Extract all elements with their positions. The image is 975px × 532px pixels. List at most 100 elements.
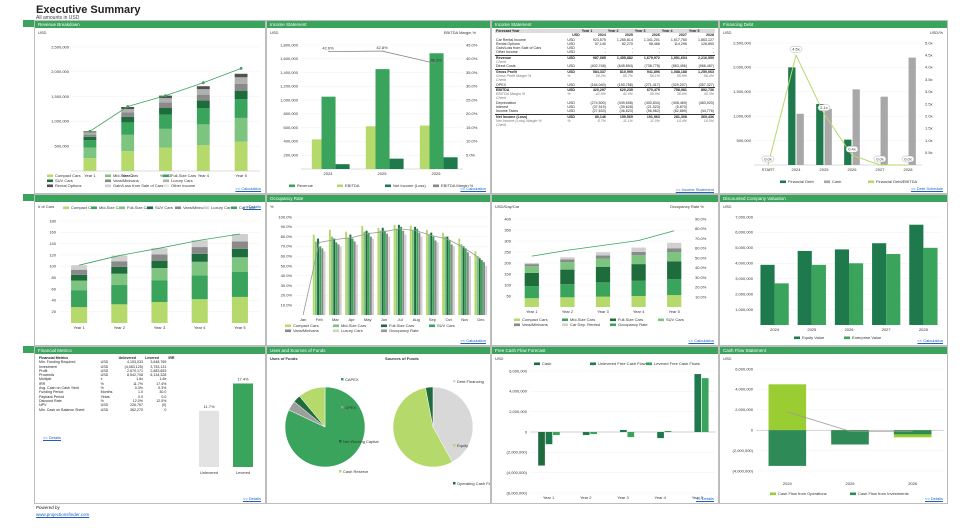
occupancy-bar: [383, 230, 386, 315]
ist-year: 2027: [678, 33, 687, 38]
fm-cell: 0.3%: [158, 386, 167, 391]
fm-head: Financial Metrics: [39, 356, 69, 360]
valuation-calc-link[interactable]: << Calculation: [917, 338, 943, 343]
rate-tick-label: 150: [504, 271, 511, 276]
occupancy-legend-label: Mid-Size Cars: [341, 323, 366, 328]
fm-unit: %: [100, 381, 104, 386]
occupancy-tick-label: 50.0%: [281, 263, 293, 268]
ist-head: Year 4: [660, 29, 688, 34]
rate-bar: [667, 279, 682, 296]
ist-cell: -: [712, 105, 714, 110]
cashflow-inv-bar: [893, 430, 932, 435]
ist-cell: (164,040): [590, 82, 606, 87]
fcf-legend-swatch: [590, 362, 596, 366]
revenue-bar: [196, 145, 210, 171]
uses-label-marker: [341, 406, 344, 409]
revenue-bar: [121, 116, 135, 123]
fcf-tick-label: (6,000,000): [507, 490, 528, 495]
income-margin-label: 38.3%: [430, 57, 442, 62]
section-marker: [23, 346, 34, 353]
financing-tick-label: 2,500,000: [733, 40, 752, 45]
occupancy-legend-swatch: [333, 324, 339, 328]
fleet-x-label: Year 4: [194, 325, 206, 330]
metrics-top-link[interactable]: << Details: [43, 435, 62, 440]
valuation-tick-label: 4,000,000: [735, 261, 754, 266]
income-statement-panel: Income Statement Forecast Year Year 1 Year…: [491, 20, 719, 194]
income-margin-line: [327, 50, 437, 64]
fm-unit: USD: [100, 364, 109, 369]
fcf-x-label: Year 5: [692, 495, 704, 500]
occupancy-tick-label: 100.0%: [278, 214, 292, 219]
ist-cell: 1,617,760: [670, 37, 687, 42]
fcf-cash-bar: [538, 432, 545, 466]
income-calc-link[interactable]: << Calculation: [460, 186, 486, 191]
fleet-header: [35, 195, 265, 202]
ist-cell: 1,679,972: [633, 54, 661, 61]
ist-unit: USD: [567, 37, 575, 42]
income-net-bar: [443, 157, 458, 169]
occupancy-bar: [414, 226, 417, 315]
income-statement-link[interactable]: << Income Statement: [675, 187, 714, 192]
financing-cash-bar: [908, 57, 916, 165]
fcf-unlevered-bar: [620, 429, 627, 432]
ist-year: 2024: [597, 33, 606, 38]
uses-sources-panel: Uses and Sources of Funds Uses of Funds …: [266, 346, 491, 504]
sources-slice: [432, 386, 474, 463]
ist-label: Check: [496, 78, 507, 83]
table-row: EBITDA USD 420,297 620,239 670,479 758,981 892…: [495, 86, 715, 93]
revenue-legend-swatch: [105, 184, 111, 188]
financing-r-tick-label: 5.0x: [925, 40, 933, 45]
cashflow-details-link[interactable]: << Details: [924, 496, 943, 501]
ist-head: Year 5: [687, 29, 715, 34]
debt-schedule-link[interactable]: << Debt Schedule: [910, 186, 943, 191]
valuation-ev-bar: [774, 283, 789, 325]
fcf-legend-swatch: [534, 362, 540, 366]
cashflow-chart: 6,000,000 4,000,000 2,000,000 0 (2,000,000) (…: [733, 366, 944, 496]
revenue-bar: [121, 109, 135, 113]
revenue-total-point: [239, 66, 243, 70]
site-link[interactable]: www.projectionsfinder.com: [36, 512, 90, 517]
revenue-bar: [83, 132, 97, 135]
fleet-details-link[interactable]: << Details: [242, 204, 261, 209]
revenue-calc-link[interactable]: << Calculation: [235, 186, 261, 191]
ist-cell: 42.6%: [622, 92, 633, 97]
occupancy-x-label: Nov: [461, 317, 468, 322]
financing-debt-bar: [816, 104, 824, 165]
occupancy-calc-link[interactable]: << Calculation: [460, 338, 486, 343]
fcf-details-link[interactable]: << Details: [695, 496, 714, 501]
table-row: Direct Costs USD (402,748) (645,894) (738,77…: [495, 64, 715, 69]
revenue-legend-label: SUV Cars: [55, 178, 73, 183]
rate-bar: [595, 252, 611, 256]
occupancy-bar: [335, 242, 338, 315]
revenue-legend-label: Rental Options: [55, 183, 81, 188]
ist-unit: USD: [566, 54, 581, 61]
occupancy-bar: [460, 244, 463, 315]
occupancy-bar: [418, 232, 421, 315]
income-r-tick-label: 35.0%: [466, 70, 478, 75]
ist-label: EBITDA Margin %: [496, 92, 526, 97]
occupancy-bar: [444, 236, 447, 315]
metrics-details-link[interactable]: << Details: [242, 496, 261, 501]
revenue-bar: [196, 94, 210, 101]
fleet-bar: [71, 274, 88, 281]
revenue-bar: [196, 100, 210, 109]
fleet-bar: [231, 257, 248, 272]
ist-cell: 810,995: [606, 68, 634, 74]
fm-cell: 17.4%: [156, 381, 167, 386]
occupancy-bar: [314, 241, 317, 315]
fleet-tick-label: 180: [49, 218, 56, 223]
occupancy-bar: [474, 251, 477, 315]
occupancy-tick-label: 40.0%: [281, 273, 293, 278]
income-x-label: 2024: [324, 171, 334, 176]
revenue-bar: [159, 108, 172, 115]
income-r-tick-label: 10.0%: [466, 139, 478, 144]
fm-cell: 30.0: [159, 390, 167, 395]
ist-cell: 14.4%: [676, 118, 687, 123]
rate-calc-link[interactable]: << Calculation: [688, 338, 714, 343]
table-row: Income Taxes USD (27,633) (46,623) (56,962) (…: [495, 109, 715, 114]
valuation-tick-label: 5,000,000: [735, 245, 754, 250]
valuation-ev-bar: [849, 263, 864, 325]
table-row: NPV USD 226,767 (0): [38, 403, 178, 407]
fleet-bar: [231, 272, 248, 297]
fleet-bar: [151, 302, 168, 323]
